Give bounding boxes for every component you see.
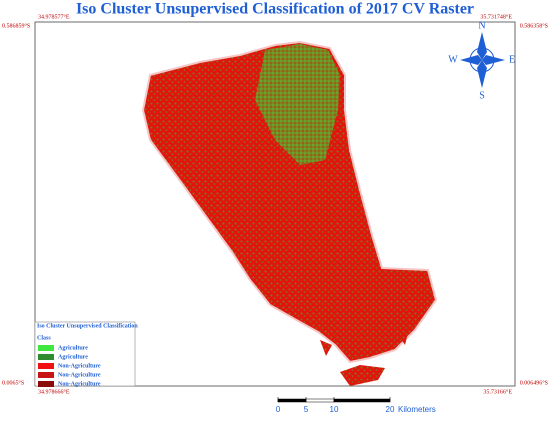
map-title: Iso Cluster Unsupervised Classification …: [76, 1, 474, 18]
scale-label: 0: [276, 405, 281, 414]
legend-swatch: [38, 372, 54, 378]
legend-label: Non-Agriculture: [58, 363, 101, 369]
legend-swatch: [38, 363, 54, 369]
corner-coord: 0.0065°S: [2, 379, 24, 386]
compass-label: N: [478, 20, 485, 31]
legend-swatch: [38, 354, 54, 360]
legend-swatch: [38, 381, 54, 387]
map-frame: [34, 21, 516, 387]
compass-label: E: [509, 54, 515, 65]
legend-title: Iso Cluster Unsupervised Classification: [37, 323, 138, 329]
legend-swatch: [38, 345, 54, 351]
scale-label: 10: [330, 405, 339, 414]
corner-coord: 35.73166°E: [483, 388, 512, 395]
corner-coord: 34.978666°E: [38, 388, 70, 395]
legend-label: Non-Agriculture: [58, 381, 101, 387]
compass-label: W: [448, 54, 458, 65]
legend: Iso Cluster Unsupervised Classification …: [34, 321, 138, 387]
corner-coord: 35.731748°E: [480, 13, 512, 20]
legend-label: Non-Agriculture: [58, 372, 101, 378]
legend-label: Agriculture: [58, 354, 88, 360]
legend-subtitle: Class: [37, 335, 51, 341]
scale-label: 5: [304, 405, 309, 414]
corner-coord: 0.586358°S: [520, 22, 548, 29]
compass-label: S: [479, 90, 485, 101]
corner-coord: 34.978577°E: [38, 13, 70, 20]
scale-segment: [333, 398, 391, 403]
scale-unit: Kilometers: [398, 405, 436, 414]
corner-coord: 0.006496°S: [520, 379, 548, 386]
scale-segment: [277, 398, 307, 403]
scale-label: 20: [386, 405, 395, 414]
compass: N S E W: [448, 20, 515, 101]
corner-coord: 0.586859°S: [2, 22, 30, 29]
scale-segment: [305, 398, 335, 403]
region: [141, 40, 438, 386]
legend-label: Agriculture: [58, 345, 88, 351]
scale-bar: 0 5 10 20 Kilometers: [276, 397, 436, 414]
